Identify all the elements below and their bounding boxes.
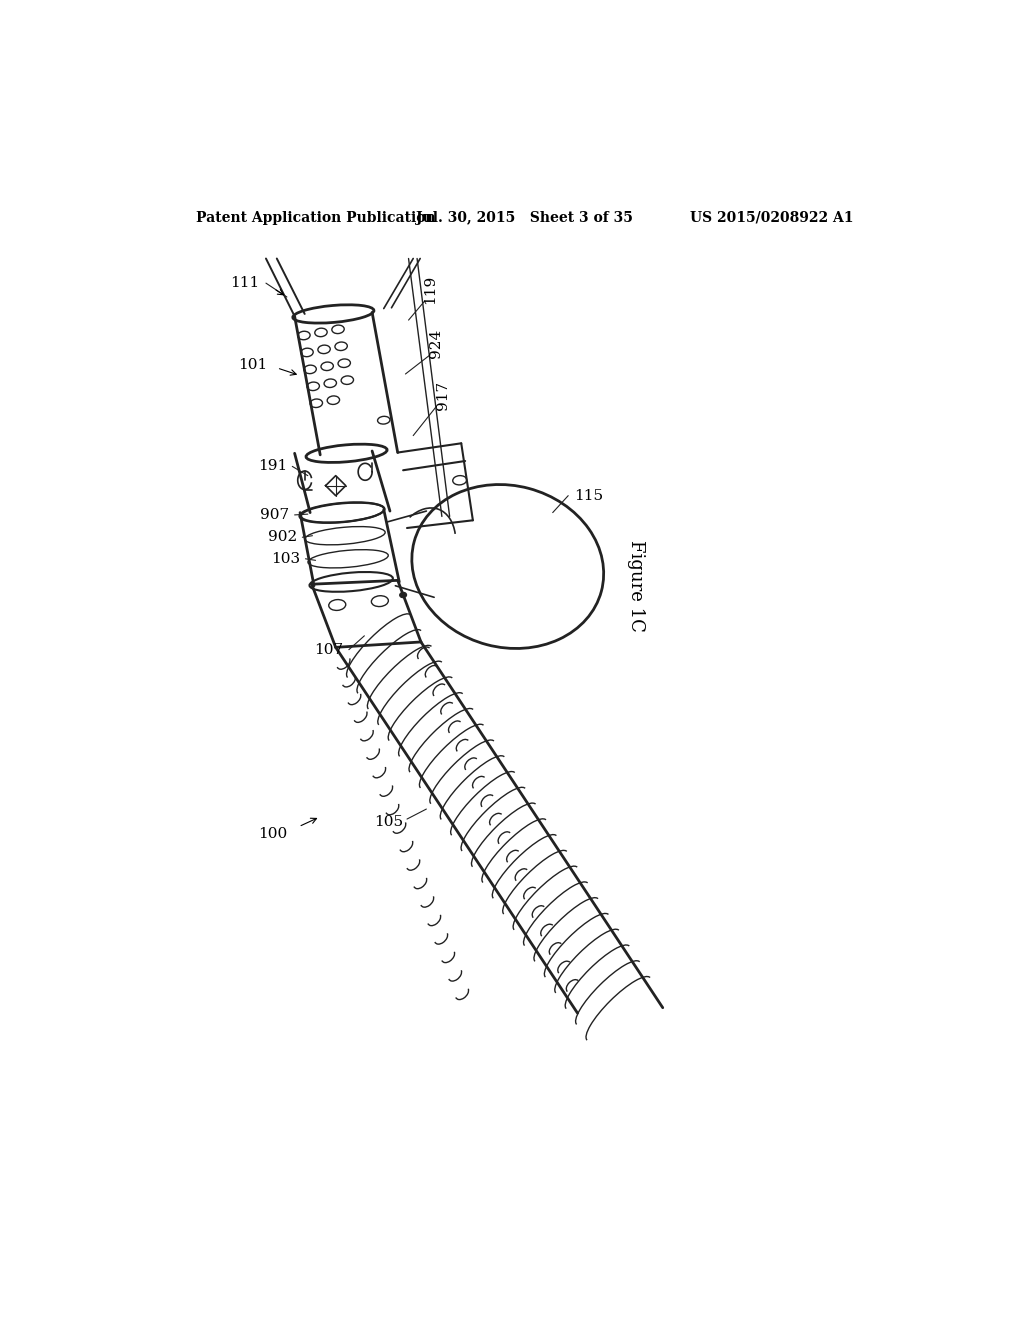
Text: 105: 105 [374, 816, 403, 829]
Text: 111: 111 [230, 276, 260, 290]
Text: Figure 1C: Figure 1C [627, 540, 645, 632]
Ellipse shape [399, 593, 407, 598]
Text: US 2015/0208922 A1: US 2015/0208922 A1 [690, 211, 853, 224]
Text: 101: 101 [239, 358, 267, 372]
Text: 917: 917 [435, 381, 450, 411]
Text: 907: 907 [260, 508, 289, 521]
Text: 103: 103 [271, 552, 300, 566]
Text: Jul. 30, 2015   Sheet 3 of 35: Jul. 30, 2015 Sheet 3 of 35 [417, 211, 633, 224]
Text: 107: 107 [314, 643, 343, 656]
Text: 119: 119 [423, 275, 437, 304]
Text: 902: 902 [267, 531, 297, 544]
Text: 191: 191 [258, 459, 287, 474]
Text: Patent Application Publication: Patent Application Publication [197, 211, 436, 224]
Text: 924: 924 [429, 329, 443, 358]
Text: 115: 115 [573, 488, 603, 503]
Text: 100: 100 [258, 828, 287, 841]
